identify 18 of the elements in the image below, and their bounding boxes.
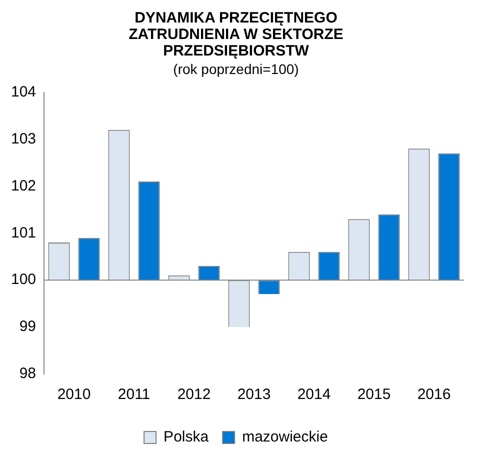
y-tick-label: 100 bbox=[10, 271, 36, 288]
x-tick-label: 2012 bbox=[177, 386, 211, 404]
legend-label: Polska bbox=[164, 428, 210, 446]
x-tick-label: 2011 bbox=[118, 386, 150, 404]
y-tick-label: 103 bbox=[10, 130, 36, 148]
y-tick-label: 102 bbox=[10, 177, 36, 194]
chart-title: DYNAMIKA PRZECIĘTNEGO ZATRUDNIENIA W SEKTORZE PRZEDSIĘBIORSTW bbox=[128, 9, 344, 60]
x-tick-label: 2014 bbox=[297, 386, 331, 404]
x-tick-label: 2015 bbox=[357, 386, 391, 404]
legend-label: mazowieckie bbox=[242, 428, 328, 446]
x-tick-label: 2016 bbox=[417, 386, 451, 404]
y-tick-label: 104 bbox=[10, 83, 36, 100]
x-tick-label: 2010 bbox=[57, 386, 91, 404]
y-tick-label: 98 bbox=[19, 365, 36, 382]
y-tick-label: 99 bbox=[19, 318, 36, 336]
x-tick-label: 2013 bbox=[237, 386, 271, 404]
chart-subtitle: (rok poprzedni=100) bbox=[173, 60, 299, 77]
y-tick-label: 101 bbox=[10, 224, 36, 242]
